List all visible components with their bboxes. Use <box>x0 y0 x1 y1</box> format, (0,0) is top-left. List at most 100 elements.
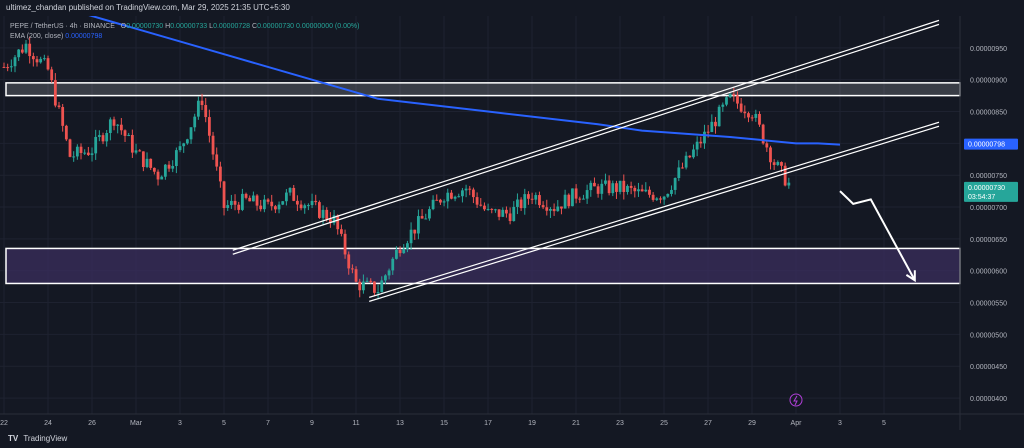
candle-body-69 <box>255 195 259 206</box>
candle-body-37 <box>138 150 142 152</box>
candle-body-71 <box>262 199 266 210</box>
candle-body-31 <box>116 124 120 126</box>
publish-header: ultimez_chandan published on TradingView… <box>0 0 1024 16</box>
candle-body-165 <box>607 180 611 194</box>
ohlc-high-value: 0.00000733 <box>170 23 208 30</box>
candle-body-10 <box>39 58 43 63</box>
candle-body-192 <box>706 131 710 133</box>
candle-body-212 <box>780 162 783 166</box>
candle-body-64 <box>237 204 241 210</box>
time-tick-18: Apr <box>791 420 803 427</box>
candle-body-152 <box>560 206 563 209</box>
lightning-glyph <box>793 395 798 406</box>
candle-body-27 <box>101 135 105 142</box>
candle-body-162 <box>596 186 600 194</box>
candle-body-5 <box>20 49 24 53</box>
ohlc-open-value: 0.00000730 <box>126 23 164 30</box>
legend-line-2: EMA (200, close) 0.00000798 <box>10 32 359 42</box>
candle-body-170 <box>626 185 629 192</box>
candle-body-130 <box>479 204 483 206</box>
ema-label: EMA (200, close) <box>10 33 64 40</box>
candle-body-155 <box>571 188 574 207</box>
candle-body-17 <box>64 125 68 140</box>
candle-body-54 <box>200 100 204 106</box>
candle-body-42 <box>156 171 160 180</box>
candle-body-47 <box>174 150 178 167</box>
candle-body-67 <box>248 197 252 202</box>
candle-body-111 <box>409 229 413 244</box>
candle-body-91 <box>336 215 340 230</box>
candle-body-126 <box>464 188 468 191</box>
ohlc-low-value: 0.00000728 <box>213 23 251 30</box>
candle-body-133 <box>490 208 494 210</box>
time-tick-10: 15 <box>440 420 448 427</box>
time-tick-0: 22 <box>0 420 8 427</box>
change-value: 0.00000000 (0.00%) <box>296 23 360 30</box>
candle-body-112 <box>413 229 417 234</box>
candle-body-171 <box>629 185 633 188</box>
candle-body-178 <box>655 198 659 200</box>
time-tick-20: 5 <box>882 420 886 427</box>
candle-body-157 <box>578 198 582 200</box>
candle-body-48 <box>178 146 182 151</box>
candle-body-154 <box>567 194 571 207</box>
projection-arrowhead <box>905 270 916 283</box>
candle-body-74 <box>273 206 277 210</box>
candle-body-90 <box>332 215 336 224</box>
time-tick-19: 3 <box>838 420 842 427</box>
candle-body-99 <box>365 280 369 282</box>
candle-body-204 <box>750 117 754 119</box>
candle-body-108 <box>398 249 402 254</box>
candle-body-36 <box>134 150 138 153</box>
candle-body-198 <box>728 94 732 98</box>
channel-upper-line-a <box>232 19 940 251</box>
candle-body-127 <box>468 188 472 190</box>
candle-body-94 <box>347 254 351 269</box>
candle-body-63 <box>233 200 237 205</box>
candle-body-121 <box>446 192 450 202</box>
candle-body-137 <box>505 209 508 214</box>
candle-body-59 <box>218 166 222 182</box>
candle-body-78 <box>288 187 292 193</box>
candle-body-77 <box>284 192 288 202</box>
candle-body-52 <box>193 116 197 128</box>
candle-body-68 <box>251 195 255 202</box>
candle-body-85 <box>314 200 318 203</box>
candle-body-72 <box>266 199 270 202</box>
candle-body-75 <box>277 204 281 210</box>
footer: TV TradingView <box>0 430 1024 448</box>
candle-body-214 <box>787 182 791 186</box>
candle-body-185 <box>681 167 684 169</box>
candle-body-100 <box>369 280 373 282</box>
candle-body-87 <box>321 209 325 218</box>
chart-area[interactable]: 0.000009500.000009000.000008500.00000800… <box>0 0 1024 430</box>
time-tick-13: 21 <box>572 420 580 427</box>
candle-body-6 <box>24 43 28 53</box>
candle-body-76 <box>281 201 285 205</box>
candle-body-190 <box>699 141 703 144</box>
candle-body-195 <box>717 106 721 127</box>
candle-body-30 <box>112 119 116 126</box>
candle-body-158 <box>582 198 585 200</box>
candle-body-116 <box>428 209 431 219</box>
candle-body-107 <box>395 249 398 259</box>
candle-body-143 <box>527 194 530 199</box>
candle-body-206 <box>758 113 761 125</box>
price-chart[interactable]: 0.000009500.000009000.000008500.00000800… <box>0 0 1024 430</box>
candle-body-131 <box>483 205 486 210</box>
price-tick-10: 0.00000450 <box>970 364 1007 371</box>
time-tick-14: 23 <box>616 420 624 427</box>
price-tick-7: 0.00000600 <box>970 269 1007 276</box>
price-tick-9: 0.00000500 <box>970 332 1007 339</box>
candle-body-79 <box>292 187 296 201</box>
candle-body-159 <box>585 190 589 199</box>
ohlc-high-label: H <box>165 23 171 30</box>
candle-body-95 <box>351 268 354 270</box>
candle-body-191 <box>703 131 706 144</box>
candle-body-53 <box>196 100 200 117</box>
candle-body-14 <box>53 80 57 106</box>
candle-body-136 <box>501 209 505 217</box>
candle-body-92 <box>340 229 343 234</box>
candle-body-7 <box>28 43 32 57</box>
ohlc-close-value: 0.00000730 <box>257 23 295 30</box>
